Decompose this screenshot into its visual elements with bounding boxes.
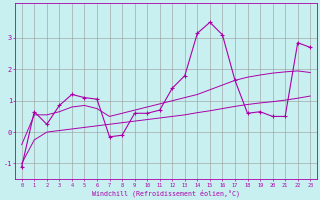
X-axis label: Windchill (Refroidissement éolien,°C): Windchill (Refroidissement éolien,°C) bbox=[92, 189, 240, 197]
